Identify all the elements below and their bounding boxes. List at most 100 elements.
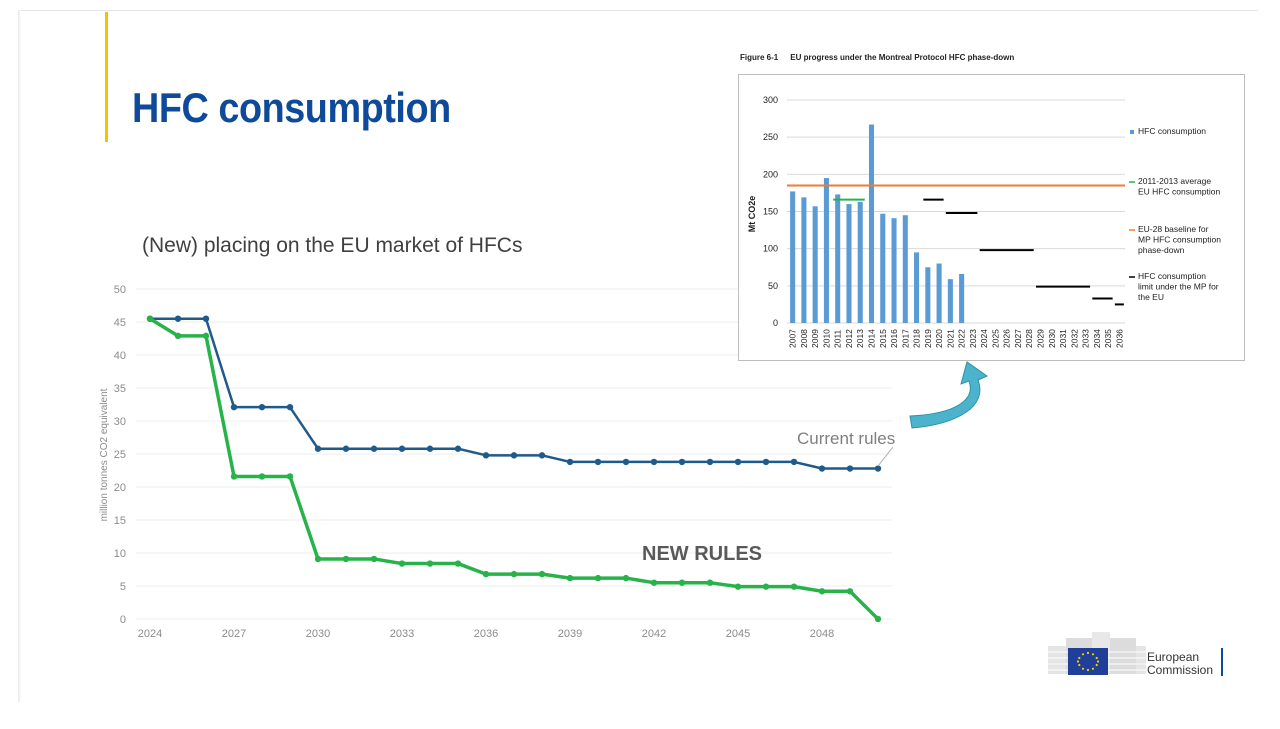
inset-y-tick-label: 300	[763, 95, 778, 105]
inset-x-tick-label: 2008	[799, 329, 809, 348]
inset-x-tick-label: 2014	[867, 329, 877, 348]
x-tick-label: 2036	[474, 628, 498, 640]
data-point-new-rules	[846, 588, 854, 595]
inset-bar	[947, 279, 953, 323]
inset-x-tick-label: 2017	[900, 329, 910, 348]
data-point-current-rules	[706, 458, 714, 466]
data-point-new-rules	[594, 574, 602, 582]
data-point-new-rules	[258, 473, 266, 480]
inset-x-tick-label: 2026	[1002, 329, 1012, 348]
inset-x-tick-label: 2027	[1013, 329, 1023, 348]
inset-x-tick-label: 2011	[833, 329, 843, 348]
inset-y-tick-label: 50	[768, 281, 778, 291]
data-point-new-rules	[874, 615, 882, 623]
inset-x-tick-label: 2010	[821, 329, 831, 348]
inset-x-tick-label: 2024	[979, 329, 989, 348]
inset-bar	[846, 204, 852, 323]
x-tick-label: 2048	[810, 628, 834, 640]
inset-bar	[857, 201, 863, 323]
data-point-current-rules	[174, 315, 182, 322]
data-point-new-rules	[426, 560, 434, 567]
data-point-current-rules	[426, 445, 434, 452]
title-accent-bar	[105, 12, 108, 142]
inset-x-tick-label: 2028	[1024, 329, 1034, 348]
data-point-current-rules	[566, 458, 574, 466]
data-point-new-rules	[454, 560, 462, 567]
inset-bar	[925, 267, 931, 323]
inset-y-tick-label: 100	[763, 244, 778, 254]
inset-figure-number: Figure 6-1	[740, 53, 779, 62]
inset-x-tick-label: 2030	[1047, 329, 1057, 348]
y-tick-label: 15	[114, 515, 126, 527]
data-point-new-rules	[538, 570, 546, 578]
slide-frame	[18, 10, 1258, 703]
y-tick-label: 40	[114, 350, 126, 362]
x-tick-label: 2024	[138, 628, 162, 640]
ec-logo-divider	[1221, 648, 1223, 676]
ec-logo-line-2: Commission	[1147, 663, 1214, 677]
data-point-current-rules	[874, 465, 882, 472]
inset-bar	[801, 197, 807, 323]
inset-legend-label: EU-28 baseline for MP HFC consumption phas…	[1138, 224, 1221, 255]
data-point-current-rules	[622, 458, 630, 466]
y-tick-label: 50	[114, 284, 126, 296]
data-point-new-rules	[398, 560, 406, 567]
inset-bar	[902, 215, 908, 323]
inset-figure-title: EU progress under the Montreal Protocol …	[790, 53, 1015, 62]
data-point-new-rules	[818, 588, 826, 595]
inset-x-tick-label: 2013	[855, 329, 865, 348]
inset-y-tick-label: 250	[763, 132, 778, 142]
data-point-current-rules	[202, 315, 210, 322]
data-point-current-rules	[762, 458, 770, 466]
data-point-current-rules	[594, 458, 602, 466]
ec-logo-line-1: European	[1147, 650, 1200, 664]
inset-x-tick-label: 2015	[878, 329, 888, 348]
y-axis-label: million tonnes CO2 equivalent	[99, 388, 110, 521]
data-point-new-rules	[734, 583, 742, 590]
series-label-current-rules: Current rules	[797, 429, 895, 448]
data-point-current-rules	[286, 403, 294, 411]
data-point-new-rules	[314, 555, 322, 563]
data-point-current-rules	[510, 452, 518, 459]
data-point-new-rules	[510, 570, 518, 578]
inset-y-axis-label: Mt CO2e	[747, 196, 757, 233]
inset-x-tick-label: 2023	[968, 329, 978, 348]
inset-x-tick-label: 2031	[1058, 329, 1068, 348]
ec-logo-text: European Commission	[1147, 651, 1213, 677]
inset-x-tick-label: 2022	[957, 329, 967, 348]
inset-legend-swatch	[1130, 130, 1134, 134]
y-tick-label: 0	[120, 614, 126, 626]
y-tick-label: 25	[114, 449, 126, 461]
data-point-current-rules	[482, 452, 490, 459]
inset-x-tick-label: 2034	[1092, 329, 1102, 348]
inset-bar	[835, 194, 841, 323]
inset-x-tick-label: 2035	[1103, 329, 1113, 348]
inset-x-tick-label: 2018	[912, 329, 922, 348]
x-tick-label: 2027	[222, 628, 246, 640]
data-point-current-rules	[538, 452, 546, 459]
y-tick-label: 5	[120, 581, 126, 593]
y-tick-label: 20	[114, 482, 126, 494]
inset-figure-caption: Figure 6-1 EU progress under the Montreal…	[740, 53, 1014, 62]
inset-x-tick-label: 2019	[923, 329, 933, 348]
inset-bar	[868, 124, 875, 323]
data-point-new-rules	[790, 583, 798, 590]
x-tick-label: 2045	[726, 628, 750, 640]
inset-x-tick-label: 2020	[934, 329, 944, 348]
data-point-new-rules	[202, 332, 210, 340]
inset-x-tick-label: 2036	[1114, 329, 1124, 348]
inset-y-tick-label: 200	[763, 169, 778, 179]
y-tick-label: 30	[114, 416, 126, 428]
data-point-current-rules	[342, 445, 350, 452]
inset-x-tick-label: 2016	[889, 329, 899, 348]
inset-bar	[959, 273, 965, 323]
inset-x-tick-label: 2007	[788, 329, 798, 348]
slide-left-edge	[18, 10, 21, 702]
inset-x-tick-label: 2012	[844, 329, 854, 348]
x-tick-label: 2039	[558, 628, 582, 640]
inset-x-tick-label: 2033	[1081, 329, 1091, 348]
data-point-current-rules	[678, 458, 686, 466]
series-label-new-rules: NEW RULES	[642, 543, 762, 565]
